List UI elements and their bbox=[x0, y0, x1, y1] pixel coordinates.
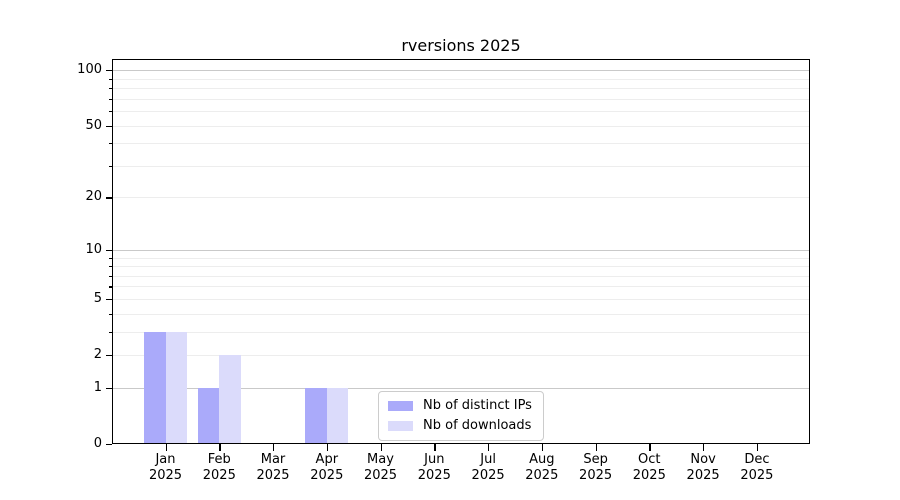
y-axis-minor-tick bbox=[108, 78, 112, 80]
x-axis-tick bbox=[488, 444, 490, 451]
y-axis-tick-label: 5 bbox=[93, 290, 102, 306]
y-axis-minor-tick bbox=[108, 313, 112, 315]
x-axis-tick-label-aug: Aug 2025 bbox=[525, 452, 559, 483]
gridline-minor bbox=[112, 313, 810, 315]
legend-swatch-distinct-ips bbox=[388, 400, 413, 411]
x-axis-tick-label-feb: Feb 2025 bbox=[202, 452, 236, 483]
x-axis-tick bbox=[165, 444, 167, 451]
bar-nb-of-distinct-ips-feb bbox=[197, 387, 220, 444]
y-axis-tick-label: 100 bbox=[77, 62, 102, 78]
x-axis-tick bbox=[703, 444, 705, 451]
bar-nb-of-distinct-ips-jan bbox=[144, 331, 166, 444]
x-axis-tick bbox=[756, 444, 759, 451]
bar-nb-of-distinct-ips-apr bbox=[305, 387, 327, 444]
y-axis-minor-tick bbox=[108, 111, 112, 113]
bar-nb-of-downloads-feb bbox=[219, 355, 241, 444]
x-axis-tick-label-jun: Jun 2025 bbox=[417, 452, 451, 483]
x-axis-tick-label-sep: Sep 2025 bbox=[579, 452, 613, 483]
gridline-minor bbox=[112, 143, 810, 145]
gridline-minor bbox=[112, 286, 810, 288]
y-axis-minor-tick bbox=[108, 266, 112, 268]
gridline-minor bbox=[112, 125, 810, 127]
gridline-major bbox=[112, 387, 810, 389]
x-axis-tick bbox=[273, 444, 275, 451]
legend: Nb of distinct IPs Nb of downloads bbox=[378, 391, 544, 441]
gridline-minor bbox=[112, 197, 810, 199]
y-axis-tick bbox=[105, 387, 112, 390]
y-axis-tick-label: 1 bbox=[93, 379, 102, 395]
x-axis-tick bbox=[595, 444, 597, 451]
legend-entry-distinct-ips: Nb of distinct IPs bbox=[388, 398, 532, 413]
y-axis-tick bbox=[105, 249, 112, 252]
x-axis-tick-label-jan: Jan 2025 bbox=[148, 452, 183, 483]
gridline-minor bbox=[112, 331, 810, 333]
gridline-minor bbox=[112, 298, 810, 300]
y-axis-tick-label: 20 bbox=[85, 189, 102, 205]
x-axis-tick bbox=[380, 444, 382, 451]
gridline-minor bbox=[112, 78, 810, 80]
y-axis-tick bbox=[105, 197, 112, 199]
plot-area bbox=[112, 59, 810, 444]
x-axis-tick-label-nov: Nov 2025 bbox=[686, 452, 720, 483]
gridline-minor bbox=[112, 165, 810, 167]
y-axis-minor-tick bbox=[108, 286, 112, 288]
gridline-minor bbox=[112, 257, 810, 259]
bar-nb-of-downloads-jan bbox=[165, 331, 187, 444]
x-axis-tick-label-may: May 2025 bbox=[363, 452, 398, 483]
legend-swatch-downloads bbox=[388, 420, 413, 431]
y-axis-minor-tick bbox=[108, 88, 112, 90]
y-axis-minor-tick bbox=[108, 257, 112, 259]
y-axis-tick-label: 2 bbox=[93, 347, 102, 362]
gridline-major bbox=[112, 70, 810, 72]
y-axis-tick-label: 10 bbox=[85, 241, 102, 257]
y-axis-tick-label: 0 bbox=[93, 436, 102, 451]
x-axis-tick-label-oct: Oct 2025 bbox=[632, 452, 666, 483]
y-axis-tick bbox=[105, 444, 112, 446]
x-axis-tick-label-mar: Mar 2025 bbox=[256, 452, 290, 483]
y-axis-tick bbox=[105, 355, 112, 357]
y-axis-minor-tick bbox=[108, 331, 112, 333]
x-axis-tick bbox=[541, 444, 544, 451]
gridline-minor bbox=[112, 88, 810, 90]
y-axis-minor-tick bbox=[108, 165, 112, 168]
y-axis-tick-label: 50 bbox=[85, 117, 102, 133]
x-axis-tick bbox=[434, 444, 436, 451]
x-axis-tick-label-apr: Apr 2025 bbox=[310, 452, 344, 483]
x-axis-tick bbox=[219, 444, 221, 451]
y-axis-tick bbox=[105, 125, 112, 127]
gridline-minor bbox=[112, 111, 810, 112]
x-axis-tick bbox=[326, 444, 329, 451]
legend-label-distinct-ips: Nb of distinct IPs bbox=[423, 398, 532, 413]
bar-nb-of-downloads-apr bbox=[326, 387, 349, 444]
legend-entry-downloads: Nb of downloads bbox=[388, 418, 532, 433]
gridline-major bbox=[112, 249, 810, 251]
x-axis-tick-label-jul: Jul 2025 bbox=[471, 452, 505, 483]
x-axis-tick-label-dec: Dec 2025 bbox=[740, 452, 774, 483]
x-axis-tick bbox=[649, 444, 651, 451]
y-axis-tick bbox=[105, 70, 112, 72]
chart-title: rversions 2025 bbox=[401, 36, 521, 55]
y-axis-minor-tick bbox=[108, 143, 112, 145]
gridline-minor bbox=[112, 266, 810, 267]
legend-label-downloads: Nb of downloads bbox=[423, 418, 532, 433]
gridline-minor bbox=[112, 98, 810, 100]
y-axis-minor-tick bbox=[108, 98, 112, 100]
gridline-minor bbox=[112, 355, 810, 356]
y-axis-minor-tick bbox=[108, 275, 112, 277]
y-axis-tick bbox=[105, 298, 112, 301]
gridline-minor bbox=[112, 275, 810, 277]
